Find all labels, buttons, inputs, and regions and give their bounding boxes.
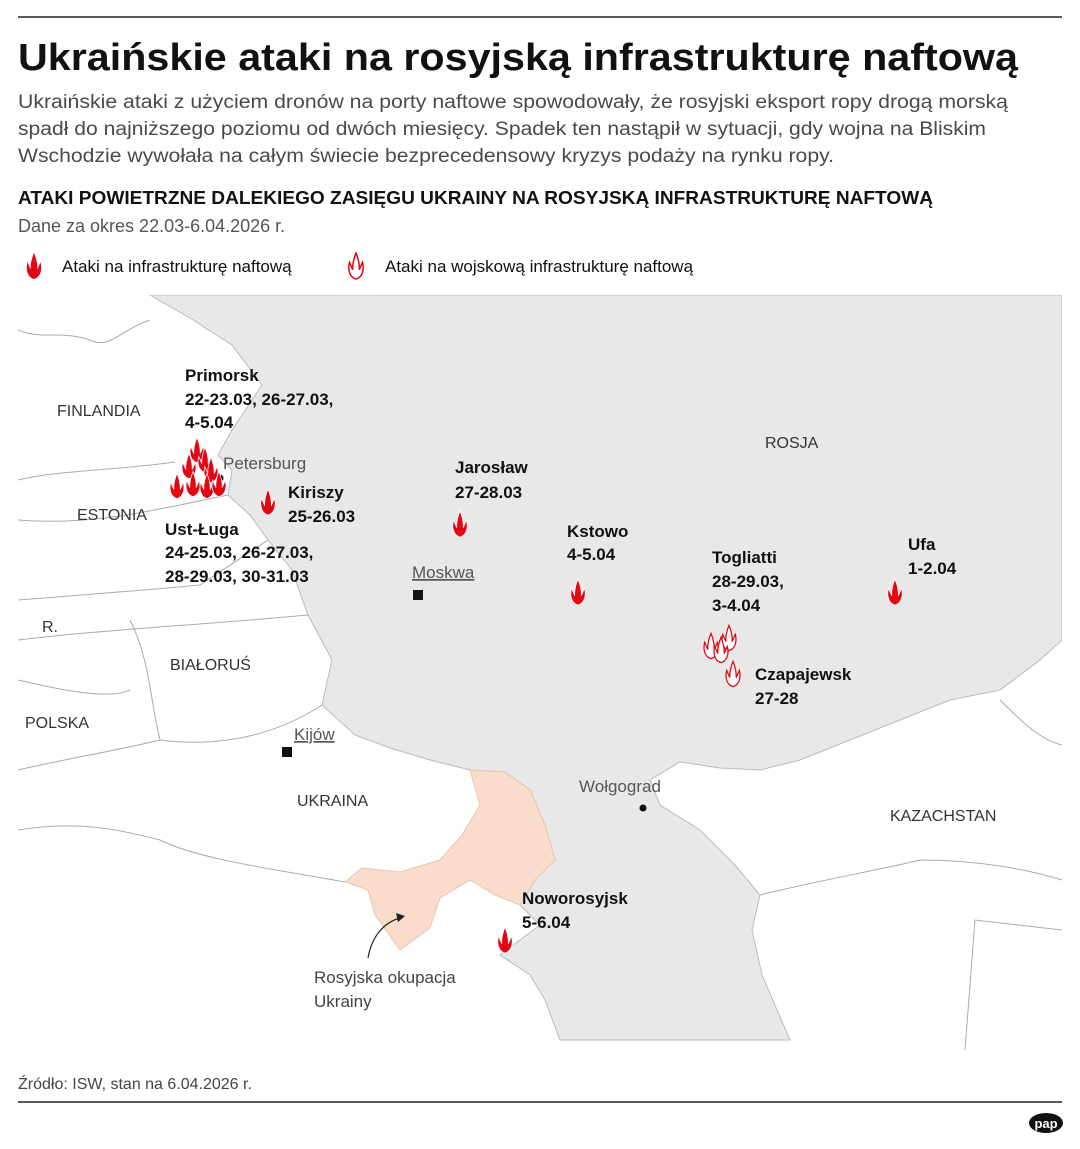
country-label: UKRAINA	[297, 793, 368, 810]
occupied-area	[343, 769, 556, 951]
attack-dates: 3-4.04	[712, 596, 761, 615]
capital-marker	[413, 590, 423, 600]
country-label: ESTONIA	[77, 507, 147, 524]
attack-dates: 25-26.03	[288, 507, 355, 526]
attack-dates: 5-6.04	[522, 913, 571, 932]
attack-dates: 22-23.03, 26-27.03,	[185, 390, 333, 409]
logo-badge	[1029, 1113, 1063, 1133]
legend-label: Ataki na wojskową infrastrukturę naftową	[385, 257, 694, 276]
attack-dates: 1-2.04	[908, 559, 957, 578]
annotation-label: Ukrainy	[314, 992, 372, 1011]
legend-label: Ataki na infrastrukturę naftową	[62, 257, 292, 276]
city-label: Petersburg	[223, 454, 306, 473]
subtitle-line: Ukraińskie ataki z użyciem dronów na por…	[18, 92, 1008, 113]
attack-dates: 4-5.04	[567, 545, 616, 564]
map: FINLANDIA ESTONIA R. BIAŁORUŚ POLSKA UKR…	[18, 295, 1062, 1065]
country-label: ROSJA	[765, 435, 819, 452]
logo: pap	[1034, 1116, 1057, 1131]
attack-dates: 28-29.03, 30-31.03	[165, 567, 309, 586]
attack-name: Kiriszy	[288, 483, 344, 502]
attack-name: Primorsk	[185, 366, 259, 385]
attack-name: Jarosław	[455, 458, 529, 477]
source: Źródło: ISW, stan na 6.04.2026 r.	[18, 1074, 252, 1093]
russia-area	[148, 295, 1062, 1041]
date-range: Dane za okres 22.03-6.04.2026 r.	[18, 216, 285, 236]
annotation-label: Rosyjska okupacja	[314, 968, 456, 987]
annotation-arrow	[367, 917, 401, 959]
subtitle-line: spadł do najniższego poziomu od dwóch mi…	[18, 119, 986, 140]
city-label: Moskwa	[412, 563, 475, 582]
city-label: Kijów	[294, 725, 335, 744]
annotation-arrowhead	[396, 913, 405, 922]
attack-name: Noworosyjsk	[522, 889, 628, 908]
legend-icon-filled	[26, 252, 42, 280]
attack-name: Ufa	[908, 535, 936, 554]
attack-name: Kstowo	[567, 522, 628, 541]
country-label: R.	[42, 619, 58, 636]
country-label: KAZACHSTAN	[890, 808, 996, 825]
attack-dates: 27-28.03	[455, 483, 522, 502]
attack-dates: 28-29.03,	[712, 572, 784, 591]
borders	[18, 319, 1062, 1051]
attack-name: Togliatti	[712, 548, 777, 567]
country-label: POLSKA	[25, 715, 89, 732]
attack-name: Ust-Ługa	[165, 520, 239, 539]
country-label: FINLANDIA	[57, 403, 141, 420]
title: Ukraińskie ataki na rosyjską infrastrukt…	[18, 37, 1019, 79]
country-label: BIAŁORUŚ	[170, 655, 251, 674]
attack-dates: 4-5.04	[185, 413, 234, 432]
city-label: Wołgograd	[579, 777, 661, 796]
attack-dates: 27-28	[755, 689, 798, 708]
legend-icon-outline	[347, 252, 365, 280]
capital-marker	[282, 747, 292, 757]
subtitle-line: Wschodzie wywołała na całym świecie bezp…	[18, 146, 834, 167]
section-title: ATAKI POWIETRZNE DALEKIEGO ZASIĘGU UKRAI…	[18, 188, 933, 208]
attack-name: Czapajewsk	[755, 665, 852, 684]
attack-dates: 24-25.03, 26-27.03,	[165, 543, 313, 562]
city-dot	[639, 804, 647, 812]
